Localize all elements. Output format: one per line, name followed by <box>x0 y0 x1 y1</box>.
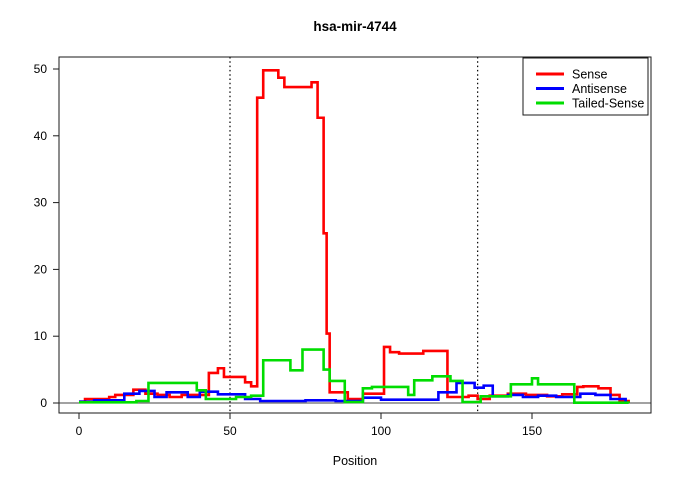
plot-box <box>58 56 652 414</box>
series-line-antisense <box>79 381 627 403</box>
y-tick-label: 40 <box>34 129 48 143</box>
series-line-tailed-sense <box>79 348 630 404</box>
legend-label-sense: Sense <box>572 68 607 82</box>
legend <box>522 57 649 116</box>
y-tick-label: 50 <box>34 62 48 76</box>
x-tick-label: 0 <box>76 424 83 438</box>
legend-label-antisense: Antisense <box>572 82 627 96</box>
y-tick-label: 0 <box>40 396 47 410</box>
chart-title: hsa-mir-4744 <box>313 19 397 34</box>
series-line-sense <box>79 69 630 403</box>
legend-label-tailed-sense: Tailed-Sense <box>572 97 644 111</box>
x-tick-label: 100 <box>371 424 391 438</box>
y-tick-label: 30 <box>34 196 48 210</box>
x-axis-label: Position <box>332 454 378 468</box>
x-tick-label: 50 <box>223 424 237 438</box>
y-tick-label: 10 <box>34 329 48 343</box>
x-tick-label: 150 <box>522 424 542 438</box>
y-tick-label: 20 <box>34 262 48 276</box>
